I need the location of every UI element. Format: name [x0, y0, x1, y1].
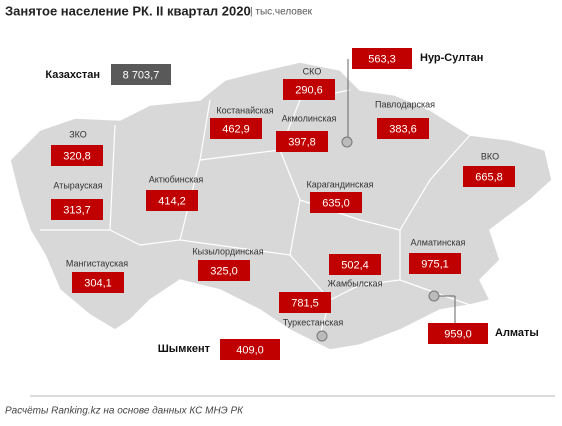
region-name: Туркестанская — [283, 317, 344, 327]
title: Занятое население РК. II квартал 2020 — [5, 3, 251, 18]
value-box — [72, 272, 124, 293]
region-value: 409,0 — [236, 344, 264, 356]
region-name: Карагандинская — [306, 179, 373, 189]
value-box — [310, 192, 362, 213]
value-box — [146, 190, 198, 211]
value-box — [409, 253, 461, 274]
region-name: СКО — [303, 66, 322, 76]
value-box — [428, 323, 488, 344]
region-name: Костанайская — [216, 105, 273, 115]
value-box — [51, 199, 103, 220]
region-value: 383,6 — [389, 123, 417, 135]
region-value: 304,1 — [84, 277, 112, 289]
region-value: 563,3 — [368, 53, 396, 65]
region-name: ВКО — [481, 151, 499, 161]
region-value: 975,1 — [421, 258, 449, 270]
region-name: Нур-Султан — [420, 52, 483, 64]
region-name: Атырауская — [53, 180, 102, 190]
value-box — [329, 254, 381, 275]
value-box — [352, 48, 412, 69]
region-value: 8 703,7 — [123, 69, 160, 81]
city-dot — [316, 330, 328, 342]
region-value: 313,7 — [63, 204, 91, 216]
region-name: Жамбылская — [328, 278, 383, 288]
region-name: Алматы — [495, 327, 539, 339]
region-name: Павлодарская — [375, 99, 435, 109]
region-value: 959,0 — [444, 328, 472, 340]
region-value: 781,5 — [291, 297, 319, 309]
value-box — [220, 339, 280, 360]
region-name: Алматинская — [411, 237, 466, 247]
region-name: Мангистауская — [66, 258, 128, 268]
region-value: 320,8 — [63, 150, 91, 162]
region-name: ЗКО — [69, 129, 87, 139]
region-value: 414,2 — [158, 195, 186, 207]
region-name: Кызылординская — [192, 246, 263, 256]
value-box — [377, 118, 429, 139]
unit: | тыс.человек — [250, 7, 313, 18]
region-name: Казахстан — [45, 69, 100, 81]
value-box — [463, 166, 515, 187]
region-value: 290,6 — [295, 84, 323, 96]
value-box — [276, 131, 328, 152]
region-value: 462,9 — [222, 123, 250, 135]
value-box — [279, 292, 331, 313]
region-value: 325,0 — [210, 265, 238, 277]
value-box — [111, 64, 171, 85]
city-dot — [428, 290, 440, 302]
region-value: 397,8 — [288, 136, 316, 148]
value-box — [198, 260, 250, 281]
value-box — [210, 118, 262, 139]
region-name: Актюбинская — [149, 174, 204, 184]
region-name: Шымкент — [158, 343, 211, 355]
value-box — [283, 79, 335, 100]
value-box — [51, 145, 103, 166]
city-dot — [341, 136, 353, 148]
region-name: Акмолинская — [282, 113, 337, 123]
region-value: 502,4 — [341, 259, 369, 271]
region-value: 665,8 — [475, 171, 503, 183]
footer: Расчёты Ranking.kz на основе данных КС М… — [5, 406, 244, 417]
region-value: 635,0 — [322, 197, 350, 209]
